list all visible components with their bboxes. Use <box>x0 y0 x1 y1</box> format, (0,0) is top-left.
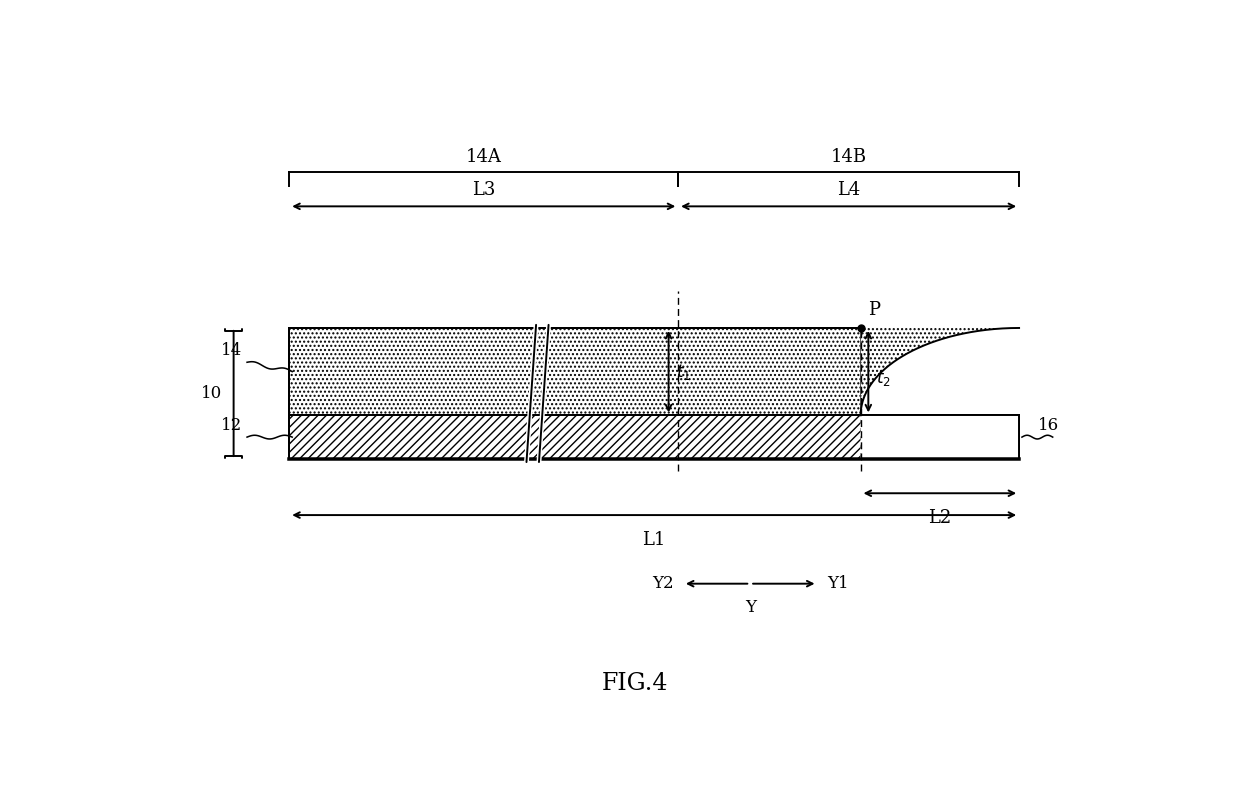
Text: 14B: 14B <box>830 147 867 166</box>
Text: L3: L3 <box>472 181 496 199</box>
Text: 14A: 14A <box>466 147 502 166</box>
Bar <box>290 416 1018 459</box>
Text: $t_1$: $t_1$ <box>676 361 691 382</box>
Bar <box>290 328 861 416</box>
Text: FIG.4: FIG.4 <box>602 672 668 695</box>
Text: L2: L2 <box>928 509 952 526</box>
Text: $t_2$: $t_2$ <box>876 368 891 388</box>
Text: L1: L1 <box>643 531 665 548</box>
Text: 16: 16 <box>1038 417 1059 434</box>
Bar <box>861 416 1018 459</box>
Text: 10: 10 <box>201 385 222 402</box>
Text: 12: 12 <box>221 417 243 434</box>
Text: Y2: Y2 <box>652 575 674 592</box>
Text: Y: Y <box>745 599 756 616</box>
Text: 14: 14 <box>221 342 243 359</box>
Text: L4: L4 <box>838 181 860 199</box>
Text: Y1: Y1 <box>828 575 849 592</box>
Text: P: P <box>869 301 881 318</box>
Polygon shape <box>861 328 1018 459</box>
